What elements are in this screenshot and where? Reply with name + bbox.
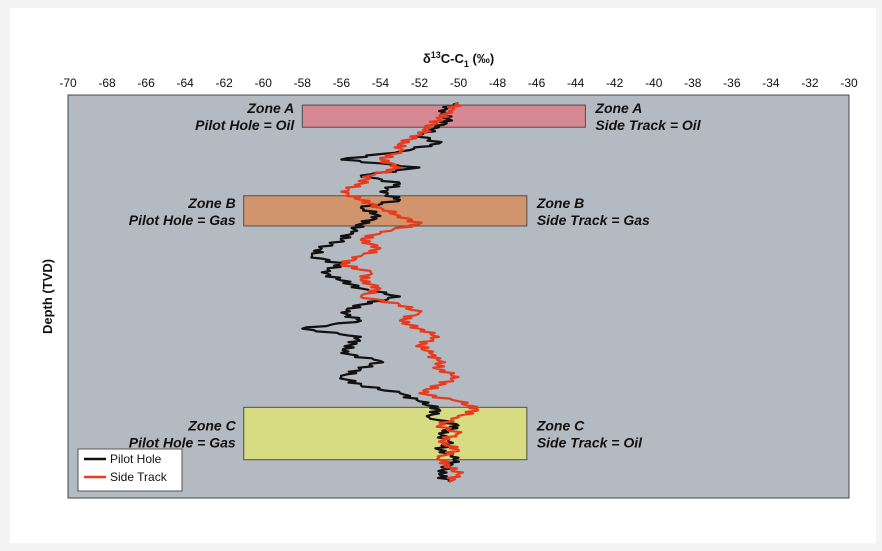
- zone-left-label: Zone A: [246, 100, 294, 116]
- figure-frame: δ13C-C1 (‰) -70 -68 -66 -64 -62 -60 -58 -56 -54-…: [10, 8, 876, 543]
- x-tick-label: -66: [137, 76, 155, 90]
- x-tick-label: -54: [372, 76, 390, 90]
- x-tick-label: -32: [801, 76, 819, 90]
- series-line: [340, 102, 480, 483]
- x-tick-label: -48: [489, 76, 507, 90]
- zone-left-label: Zone B: [187, 195, 235, 211]
- legend-label: Side Track: [110, 470, 168, 484]
- x-tick-label: -68: [98, 76, 116, 90]
- series-line: [301, 102, 460, 482]
- x-tick-label: -58: [294, 76, 312, 90]
- y-axis-title-text: Depth (TVD): [40, 259, 55, 334]
- x-tick-label: -46: [528, 76, 546, 90]
- x-tick-label: -60: [255, 76, 273, 90]
- zone-right-label: Side Track = Oil: [537, 435, 643, 451]
- zone-box: [243, 406, 528, 461]
- x-axis-ticks: -70 -68 -66 -64 -62 -60 -58 -56 -54 -52 -50 -48 -46 -…: [59, 76, 858, 90]
- x-tick-label: -52: [411, 76, 429, 90]
- zone-right-label: Side Track = Oil: [595, 117, 701, 133]
- zone-left-label: Pilot Hole = Oil: [195, 117, 295, 133]
- zone-right-label: Side Track = Gas: [537, 212, 650, 228]
- x-tick-label: -70: [59, 76, 77, 90]
- x-tick-label: -44: [567, 76, 585, 90]
- x-axis-title: δ13C-C1 (‰): [423, 50, 494, 69]
- legend-box: [77, 448, 183, 492]
- x-tick-label: -38: [684, 76, 702, 90]
- x-tick-label: -64: [176, 76, 194, 90]
- x-tick-label: -50: [450, 76, 468, 90]
- zone-right-label: Zone C: [536, 418, 585, 434]
- y-axis-title: Depth (TVD): [40, 259, 55, 334]
- legend: Pilot Hole Side Track: [77, 448, 183, 492]
- zone-right-label: Zone B: [536, 195, 584, 211]
- zone-right-label: Zone A: [594, 100, 642, 116]
- x-tick-label: -56: [333, 76, 351, 90]
- x-tick-label: -36: [723, 76, 741, 90]
- x-tick-label: -62: [216, 76, 234, 90]
- zone-left-label: Pilot Hole = Gas: [129, 435, 236, 451]
- x-tick-label: -34: [762, 76, 780, 90]
- zone-left-label: Zone C: [187, 418, 236, 434]
- series-lines: [301, 102, 480, 483]
- isotope-depth-chart: δ13C-C1 (‰) -70 -68 -66 -64 -62 -60 -58 -56 -54-…: [40, 50, 858, 499]
- legend-label: Pilot Hole: [110, 452, 162, 466]
- x-tick-label: -30: [840, 76, 858, 90]
- x-axis-title-text: δ13C-C1 (‰): [423, 50, 494, 69]
- x-tick-label: -42: [606, 76, 624, 90]
- zone-left-label: Pilot Hole = Gas: [129, 212, 236, 228]
- x-tick-label: -40: [645, 76, 663, 90]
